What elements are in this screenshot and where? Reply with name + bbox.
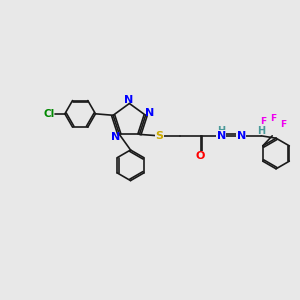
Text: N: N [124,95,134,105]
Text: H: H [217,125,225,136]
Text: N: N [145,108,154,118]
Text: Cl: Cl [44,109,55,119]
Text: S: S [155,131,164,141]
Text: F: F [260,117,266,126]
Text: O: O [196,152,206,161]
Text: N: N [237,131,246,141]
Text: F: F [271,114,277,123]
Text: N: N [111,132,120,142]
Text: N: N [217,131,226,141]
Text: H: H [257,125,266,136]
Text: F: F [280,120,286,129]
